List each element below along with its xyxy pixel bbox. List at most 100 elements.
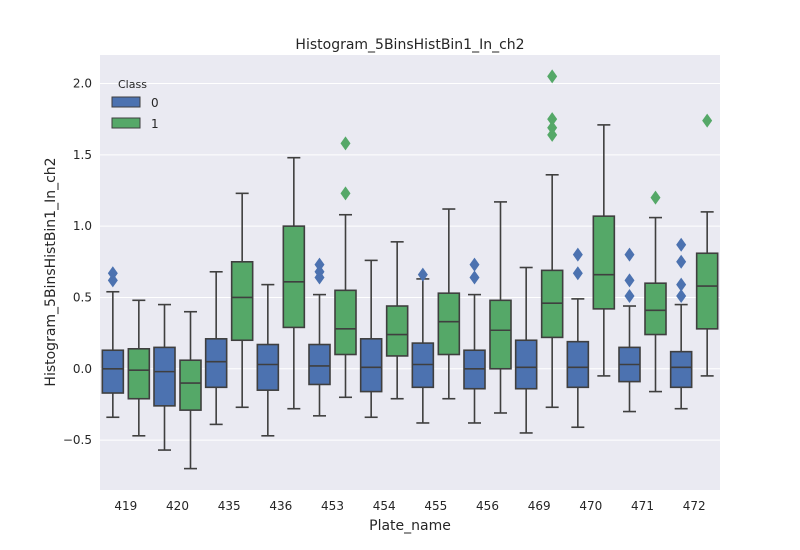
box-group-454-class-1: [385, 241, 409, 400]
box: [204, 338, 228, 389]
box: [644, 282, 667, 336]
legend-swatch-0: [111, 96, 141, 108]
box-group-420-class-0: [153, 303, 176, 451]
gridlines: [100, 83, 720, 441]
box-group-436-class-0: [256, 283, 280, 437]
box-group-472-class-0: [669, 237, 693, 410]
outlier-point: [624, 289, 635, 304]
outlier-point: [340, 136, 351, 151]
box-group-420-class-1: [179, 310, 202, 470]
x-tick-label: 436: [269, 499, 292, 513]
box-group-469-class-0: [514, 266, 538, 434]
y-tick-label: 0.0: [73, 362, 92, 376]
x-tick-label: 455: [424, 499, 447, 513]
chart-title: Histogram_5BinsHistBin1_In_ch2: [295, 37, 524, 53]
box: [514, 339, 538, 390]
box-group-436-class-1: [282, 156, 306, 410]
box: [334, 289, 357, 356]
box-group-472-class-1: [695, 113, 719, 377]
outlier-point: [547, 127, 558, 142]
outlier-point: [676, 277, 687, 292]
box-group-469-class-1: [540, 69, 564, 409]
outlier-point: [624, 273, 635, 288]
x-axis: 419 420 435 436 453 454 455 456 469 470 471 472: [114, 499, 705, 513]
outlier-point: [572, 247, 583, 262]
box-group-455-class-1: [437, 208, 461, 400]
outlier-point: [417, 267, 428, 282]
box-group-435-class-0: [204, 270, 228, 426]
plot-background: [100, 55, 720, 490]
outlier-point: [547, 69, 558, 84]
x-tick-label: 454: [373, 499, 396, 513]
y-tick-label: 1.5: [73, 148, 92, 162]
outlier-point: [314, 264, 325, 279]
box-group-419-class-0: [101, 266, 125, 419]
outlier-point: [676, 237, 687, 252]
y-tick-label: 0.5: [73, 290, 92, 304]
box: [489, 299, 512, 370]
box: [359, 338, 383, 393]
box-group-471-class-0: [618, 247, 641, 413]
x-tick-label: 470: [579, 499, 602, 513]
outlier-point: [340, 186, 351, 201]
box-groups: [101, 69, 719, 470]
box: [566, 340, 590, 389]
legend: Class 0 1: [111, 78, 159, 131]
box: [127, 348, 151, 400]
x-axis-label: Plate_name: [369, 518, 451, 534]
outlier-point: [107, 273, 118, 288]
x-tick-label: 420: [166, 499, 189, 513]
outlier-point: [547, 120, 558, 135]
box: [385, 305, 409, 357]
outlier-point: [572, 266, 583, 281]
legend-label-0: 0: [151, 96, 159, 110]
x-tick-label: 456: [476, 499, 499, 513]
box: [101, 349, 125, 394]
box: [695, 252, 719, 330]
outlier-point: [469, 257, 480, 272]
y-axis-label: Histogram_5BinsHistBin1_In_ch2: [43, 157, 59, 386]
box-group-453-class-0: [308, 257, 331, 417]
box: [308, 343, 331, 386]
box-group-471-class-1: [644, 190, 667, 393]
outlier-point: [314, 257, 325, 272]
y-tick-label: 2.0: [73, 77, 92, 91]
x-tick-label: 469: [528, 499, 551, 513]
legend-label-1: 1: [151, 117, 159, 131]
y-tick-label: −0.5: [63, 433, 92, 447]
outlier-point: [547, 112, 558, 127]
box-group-455-class-0: [411, 267, 435, 424]
legend-title: Class: [118, 78, 147, 91]
box: [256, 343, 280, 391]
box-group-470-class-1: [592, 124, 616, 377]
x-tick-label: 435: [218, 499, 241, 513]
x-tick-label: 472: [683, 499, 706, 513]
outlier-point: [650, 190, 661, 205]
box: [179, 359, 202, 411]
outlier-point: [676, 289, 687, 304]
box: [592, 215, 616, 310]
y-axis: −0.5 0.0 0.5 1.0 1.5 2.0: [63, 77, 92, 448]
x-tick-label: 471: [631, 499, 654, 513]
outlier-point: [676, 254, 687, 269]
outlier-point: [702, 113, 713, 128]
outlier-point: [624, 247, 635, 262]
box-group-454-class-0: [359, 259, 383, 419]
box: [437, 292, 461, 356]
y-tick-label: 1.0: [73, 219, 92, 233]
x-tick-label: 453: [321, 499, 344, 513]
box-group-453-class-1: [334, 136, 357, 399]
box: [153, 346, 176, 407]
box-group-456-class-0: [463, 257, 486, 424]
x-tick-label: 419: [114, 499, 137, 513]
legend-swatch-1: [111, 117, 141, 129]
box: [282, 225, 306, 329]
box-group-435-class-1: [230, 192, 254, 409]
box-group-456-class-1: [489, 201, 512, 414]
outlier-point: [107, 266, 118, 281]
box-group-419-class-1: [127, 299, 151, 437]
box: [669, 350, 693, 389]
outlier-point: [469, 270, 480, 285]
box-group-470-class-0: [566, 247, 590, 429]
